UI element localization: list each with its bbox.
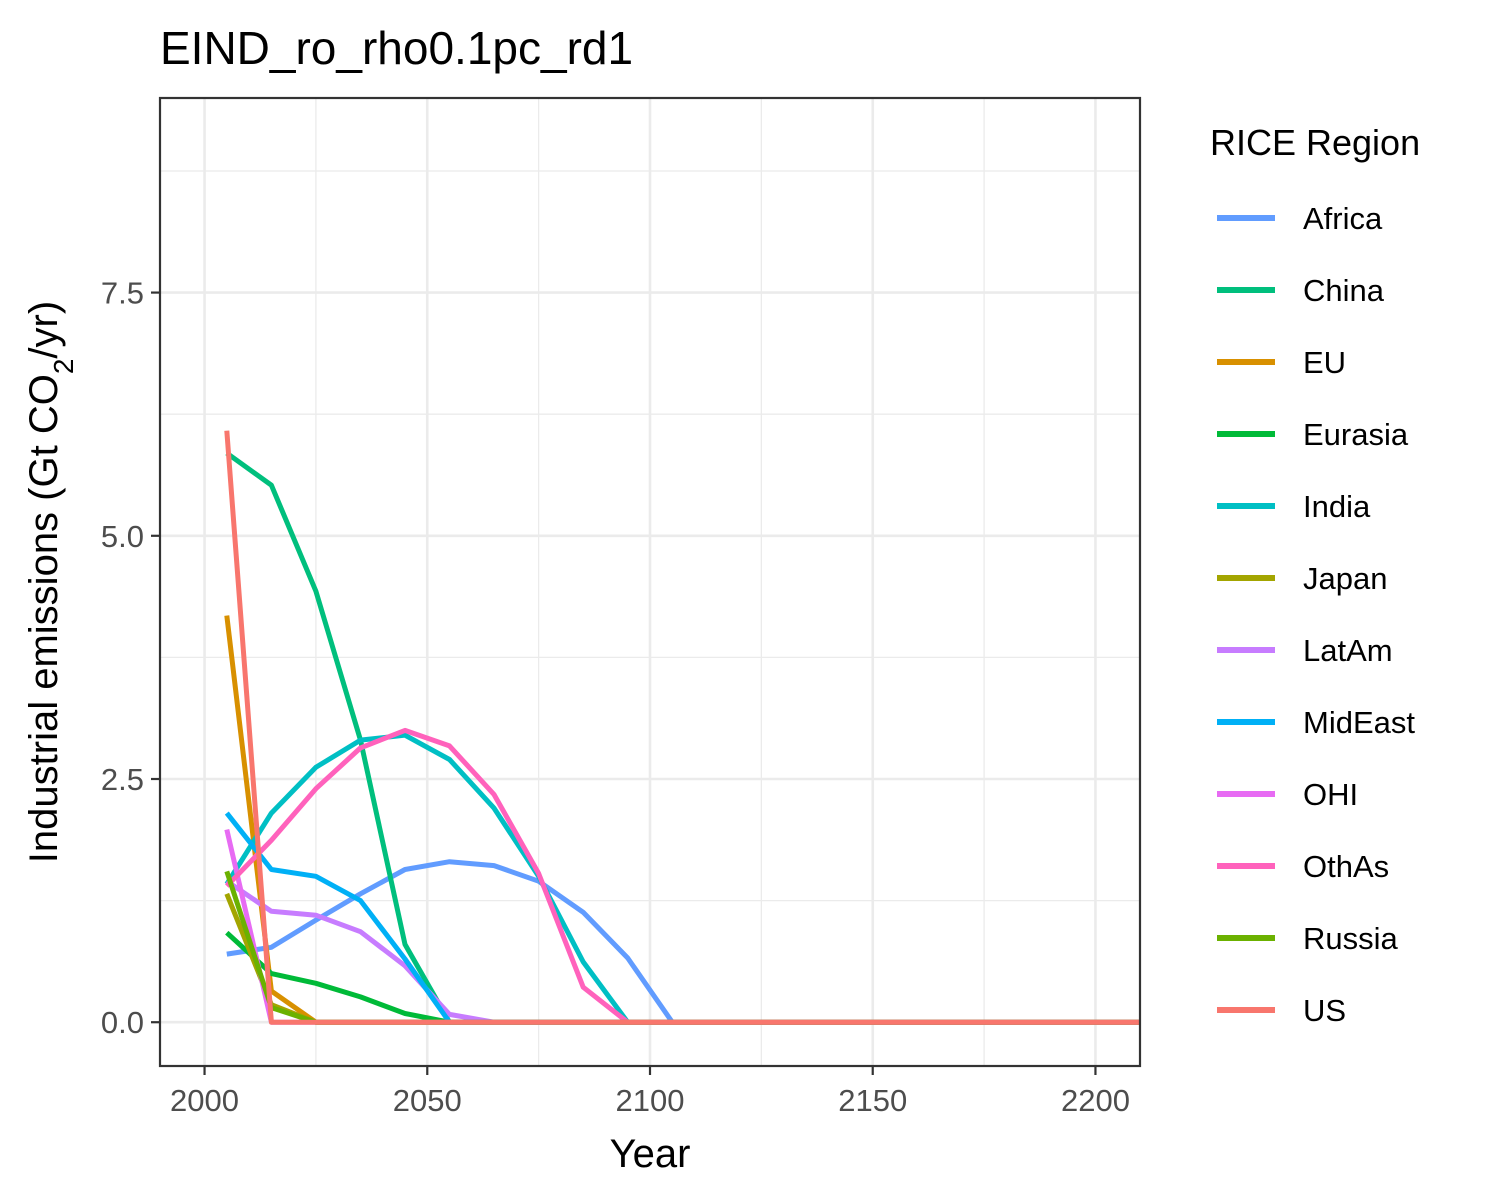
legend-item-latam: LatAm: [1217, 633, 1393, 668]
legend-item-china: China: [1217, 273, 1385, 308]
legend-label: China: [1303, 273, 1385, 308]
legend-title: RICE Region: [1210, 122, 1420, 163]
legend-label: Eurasia: [1303, 417, 1409, 452]
legend-label: OthAs: [1303, 849, 1389, 884]
legend-label: Japan: [1303, 561, 1387, 596]
y-axis-title-subscript: 2: [48, 359, 79, 375]
x-tick-label: 2050: [393, 1083, 462, 1118]
legend-item-eurasia: Eurasia: [1217, 417, 1409, 452]
legend-label: EU: [1303, 345, 1346, 380]
y-axis-title-suffix: /yr): [22, 301, 66, 359]
x-tick-label: 2100: [616, 1083, 685, 1118]
x-tick-label: 2000: [170, 1083, 239, 1118]
legend-item-africa: Africa: [1217, 201, 1383, 236]
chart-title: EIND_ro_rho0.1pc_rd1: [160, 22, 633, 74]
y-tick-label: 5.0: [101, 519, 144, 554]
x-tick-label: 2150: [838, 1083, 907, 1118]
plot-panel: [158, 96, 1142, 1068]
legend-item-india: India: [1217, 489, 1371, 524]
legend: RICE Region Africa China EU Eurasia India Jap…: [1210, 122, 1420, 1028]
legend-item-ohi: OHI: [1217, 777, 1358, 812]
legend-label: LatAm: [1303, 633, 1393, 668]
series-line-us: [224, 430, 1140, 1025]
y-tick-label: 2.5: [101, 762, 144, 797]
legend-item-us: US: [1217, 993, 1346, 1028]
legend-label: Africa: [1303, 201, 1383, 236]
y-axis-title-prefix: Industrial emissions (Gt CO: [22, 374, 66, 863]
legend-item-russia: Russia: [1217, 921, 1399, 956]
legend-item-othas: OthAs: [1217, 849, 1389, 884]
x-axis-title: Year: [610, 1132, 691, 1176]
series-lines: [224, 430, 1140, 1025]
legend-label: India: [1303, 489, 1371, 524]
x-axis: 2000 2050 2100 2150 2200: [170, 1066, 1130, 1118]
y-axis: 0.0 2.5 5.0 7.5: [101, 276, 160, 1040]
y-axis-title: Industrial emissions (Gt CO2/yr): [22, 301, 79, 863]
legend-item-japan: Japan: [1217, 561, 1387, 596]
legend-label: OHI: [1303, 777, 1358, 812]
legend-label: Russia: [1303, 921, 1399, 956]
legend-label: MidEast: [1303, 705, 1415, 740]
legend-item-mideast: MidEast: [1217, 705, 1415, 740]
x-tick-label: 2200: [1061, 1083, 1130, 1118]
y-tick-label: 7.5: [101, 276, 144, 311]
legend-item-eu: EU: [1217, 345, 1346, 380]
y-tick-label: 0.0: [101, 1005, 144, 1040]
legend-label: US: [1303, 993, 1346, 1028]
